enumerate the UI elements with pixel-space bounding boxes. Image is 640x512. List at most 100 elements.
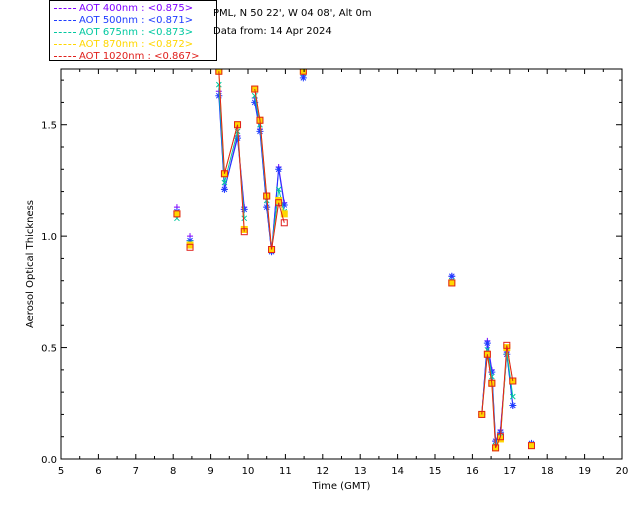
x-tick-label: 12 (316, 466, 329, 477)
series-aot-870nm (173, 69, 535, 452)
series-line (218, 84, 245, 219)
data-point (299, 69, 307, 75)
y-tick-label: 0.0 (41, 455, 57, 466)
x-tick-label: 19 (578, 466, 591, 477)
series-group (173, 69, 535, 452)
legend-item-400nm: AOT 400nm : <0.875> (54, 3, 193, 15)
data-point (488, 368, 496, 376)
data-point (215, 81, 222, 88)
data-point (275, 186, 282, 193)
x-tick-label: 15 (429, 466, 442, 477)
x-tick-label: 16 (466, 466, 479, 477)
data-point (220, 170, 228, 178)
data-point (275, 196, 283, 204)
legend-item-870nm: AOT 870nm : <0.872> (54, 39, 193, 51)
x-tick-label: 14 (391, 466, 404, 477)
y-tick-label: 1.0 (41, 232, 57, 243)
x-tick-label: 8 (170, 466, 176, 477)
x-tick-label: 17 (503, 466, 516, 477)
data-point (268, 246, 276, 254)
data-point (173, 210, 181, 218)
data-point (263, 203, 271, 211)
data-point (448, 272, 456, 280)
data-point (251, 98, 259, 106)
legend: AOT 400nm : <0.875> AOT 500nm : <0.871> … (49, 0, 217, 63)
legend-swatch (54, 55, 76, 57)
data-point (186, 243, 194, 251)
legend-label: AOT 870nm : <0.872> (79, 39, 194, 50)
data-point (220, 185, 228, 193)
data-point (234, 121, 242, 129)
legend-swatch (54, 31, 76, 33)
x-tick-label: 5 (58, 466, 64, 477)
data-point (215, 92, 223, 100)
data-point (448, 279, 456, 287)
data-point (280, 219, 288, 227)
plot-area (173, 69, 535, 452)
data-point (186, 241, 194, 249)
data-point (492, 444, 500, 452)
data-point (478, 410, 486, 418)
legend-item-500nm: AOT 500nm : <0.871> (54, 15, 193, 27)
data-point (256, 116, 264, 124)
legend-label: AOT 675nm : <0.873> (79, 27, 194, 38)
legend-item-1020nm: AOT 1020nm : <0.867> (54, 51, 199, 63)
legend-item-675nm: AOT 675nm : <0.873> (54, 27, 193, 39)
data-point (241, 215, 248, 222)
data-point (503, 341, 511, 349)
data-point (234, 134, 242, 142)
data-point (280, 201, 288, 209)
legend-label: AOT 1020nm : <0.867> (79, 51, 200, 62)
data-point (173, 210, 181, 218)
series-aot-500nm (173, 74, 535, 447)
x-tick-label: 9 (207, 466, 213, 477)
series-line (218, 71, 245, 232)
data-point (275, 199, 283, 207)
y-tick-label: 1.5 (41, 121, 57, 132)
y-tick-label: 0.5 (41, 344, 57, 355)
data-point (483, 339, 491, 347)
data-point (496, 433, 504, 441)
x-tick-label: 18 (541, 466, 554, 477)
legend-swatch (54, 43, 76, 45)
x-tick-label: 10 (242, 466, 255, 477)
data-point (483, 350, 491, 358)
legend-label: AOT 500nm : <0.871> (79, 15, 194, 26)
plot-frame (60, 68, 623, 460)
data-point (448, 279, 456, 287)
series-aot-1020nm (173, 69, 535, 452)
x-tick-label: 6 (95, 466, 101, 477)
series-aot-675nm (174, 70, 535, 449)
location-info: PML, N 50 22', W 04 08', Alt 0m (213, 8, 372, 19)
x-tick-label: 13 (354, 466, 367, 477)
legend-swatch (54, 7, 76, 9)
data-point (251, 85, 259, 93)
x-tick-label: 7 (133, 466, 139, 477)
x-tick-label: 11 (279, 466, 292, 477)
data-point (215, 69, 223, 75)
axes: 5 6 7 8 9 10 11 12 13 14 15 16 17 18 19 20 0.0 0.5 1.0 1.5 (41, 69, 628, 477)
data-point (221, 179, 228, 186)
x-axis-label: Time (GMT) (312, 481, 371, 492)
data-point (263, 192, 271, 200)
legend-label: AOT 400nm : <0.875> (79, 3, 194, 14)
x-tick-label: 20 (616, 466, 629, 477)
series-line (481, 345, 514, 449)
data-point (256, 127, 264, 135)
legend-swatch (54, 19, 76, 21)
data-point (186, 237, 194, 245)
data-point (527, 442, 535, 450)
data-point (299, 74, 307, 82)
date-info: Data from: 14 Apr 2024 (213, 26, 332, 37)
data-point (275, 165, 283, 173)
y-axis-label: Aerosol Optical Thickness (25, 200, 36, 328)
data-point (488, 379, 496, 387)
data-point (509, 402, 517, 410)
data-point (527, 442, 535, 450)
data-point (509, 393, 516, 400)
data-point (240, 205, 248, 213)
data-point (240, 228, 248, 236)
data-point (509, 377, 517, 385)
series-aot-400nm (173, 72, 535, 447)
